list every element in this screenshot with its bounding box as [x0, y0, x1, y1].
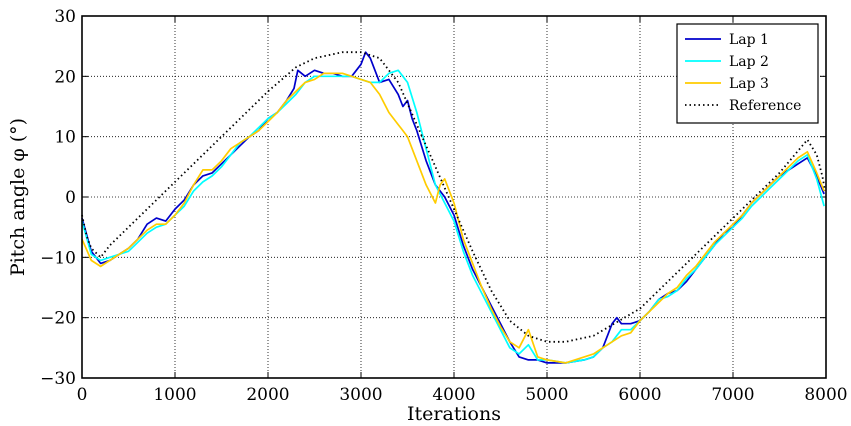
legend: Lap 1 Lap 2 Lap 3 Reference — [676, 23, 819, 124]
x-axis-label: Iterations — [407, 403, 501, 425]
tick-labels: 0 1000 2000 3000 4000 5000 6000 7000 8000 −30 −20 −… — [40, 7, 848, 405]
y-tick-label: −20 — [40, 309, 76, 329]
x-tick-label: 3000 — [339, 385, 382, 405]
legend-label: Reference — [729, 98, 801, 114]
x-tick-label: 4000 — [432, 385, 475, 405]
legend-label: Lap 1 — [729, 32, 769, 48]
y-tick-label: 20 — [54, 67, 76, 87]
y-tick-label: 0 — [65, 188, 76, 208]
series-line-reference — [81, 51, 826, 343]
y-tick-label: −10 — [40, 248, 76, 268]
legend-label: Lap 2 — [729, 54, 769, 70]
x-tick-label: 1000 — [153, 385, 196, 405]
series-line-lap-2 — [81, 69, 825, 364]
series-line-lap-3 — [81, 72, 825, 364]
x-tick-label: 5000 — [525, 385, 568, 405]
x-tick-label: 2000 — [246, 385, 289, 405]
y-axis-label: Pitch angle φ (°) — [7, 118, 29, 276]
x-tick-label: 0 — [77, 385, 88, 405]
y-tick-label: 30 — [54, 7, 76, 27]
plot-frame — [81, 15, 827, 379]
legend-box — [676, 23, 819, 124]
y-tick-label: −30 — [40, 369, 76, 389]
y-tick-label: 10 — [54, 128, 76, 148]
legend-label: Lap 3 — [729, 76, 769, 92]
series-layer — [81, 51, 826, 364]
x-tick-label: 6000 — [618, 385, 661, 405]
x-tick-label: 8000 — [804, 385, 847, 405]
x-tick-label: 7000 — [711, 385, 754, 405]
